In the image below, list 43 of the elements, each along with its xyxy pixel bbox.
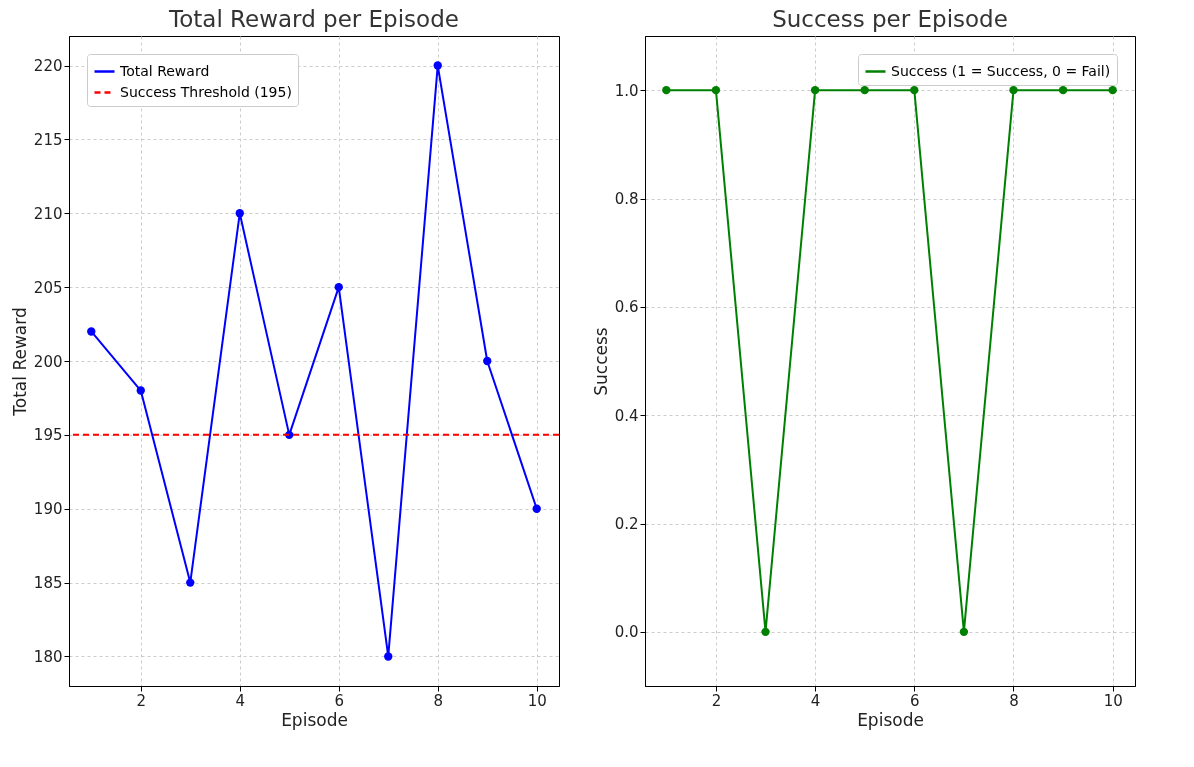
point <box>235 209 244 218</box>
x-tick-label: 8 <box>433 691 444 710</box>
y-tick-label: 0.4 <box>614 406 639 425</box>
y-axis-title: Total Reward <box>9 307 30 417</box>
point <box>136 386 145 395</box>
y-tick-label: 210 <box>33 204 63 223</box>
point <box>87 327 96 336</box>
point <box>334 282 343 292</box>
x-axis-title: Episode <box>281 709 348 730</box>
x-tick-label: 6 <box>910 691 920 710</box>
x-tick-label: 4 <box>235 691 246 710</box>
y-tick-label: 205 <box>33 278 63 297</box>
x-tick-label: 2 <box>711 691 722 710</box>
point <box>532 504 541 513</box>
y-tick-label: 215 <box>33 130 63 149</box>
y-tick-label: 0.8 <box>614 190 639 208</box>
point <box>483 356 492 366</box>
y-tick-label: 185 <box>33 574 63 593</box>
y-tick-label: 200 <box>33 352 63 371</box>
y-tick-label: 195 <box>33 426 63 445</box>
legend-label: Success (1 = Success, 0 = Fail) <box>891 62 1111 79</box>
legend-label: Total Reward <box>119 62 210 79</box>
y-tick-label: 190 <box>33 500 63 519</box>
legend-label: Success Threshold (195) <box>120 83 292 100</box>
y-tick-label: 0.2 <box>614 515 639 533</box>
y-tick-label: 0.6 <box>614 298 639 317</box>
point <box>186 578 195 587</box>
point <box>384 652 393 661</box>
y-tick-label: 220 <box>33 57 63 76</box>
x-tick-label: 2 <box>136 691 147 710</box>
y-tick-label: 180 <box>33 647 63 666</box>
x-tick-label: 6 <box>334 691 345 710</box>
y-tick-label: 0.0 <box>614 623 639 642</box>
x-tick-label: 10 <box>527 691 547 710</box>
x-tick-label: 4 <box>810 691 821 710</box>
x-tick-label: 8 <box>1009 691 1019 710</box>
chart-title: Total Reward per Episode <box>168 6 459 32</box>
x-axis-title: Episode <box>857 709 924 730</box>
chart-title: Success per Episode <box>772 6 1008 32</box>
point <box>433 61 442 70</box>
x-tick-label: 10 <box>1103 691 1123 710</box>
y-axis-title: Success <box>590 327 611 396</box>
y-tick-label: 1.0 <box>614 81 639 100</box>
